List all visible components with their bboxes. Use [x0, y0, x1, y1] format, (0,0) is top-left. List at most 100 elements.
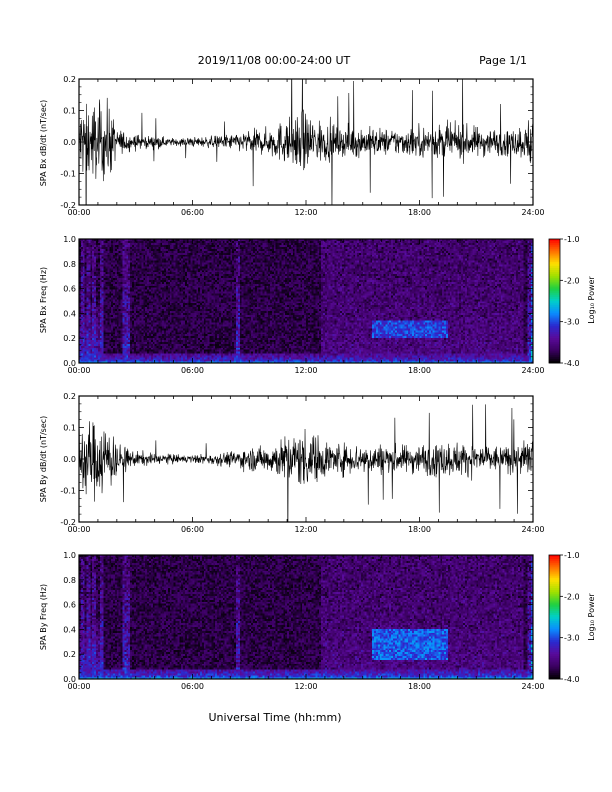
heatmap-cell — [96, 324, 98, 326]
heatmap-cell — [124, 255, 126, 257]
heatmap-cell — [128, 243, 130, 245]
heatmap-cell — [115, 282, 117, 284]
heatmap-cell — [206, 282, 208, 284]
heatmap-cell — [140, 280, 142, 282]
heatmap-cell — [162, 307, 164, 309]
heatmap-cell — [134, 317, 136, 319]
heatmap-cell — [219, 286, 221, 288]
heatmap-cell — [210, 247, 212, 249]
heatmap-cell — [123, 303, 125, 305]
heatmap-cell — [166, 328, 168, 330]
heatmap-cell — [143, 303, 145, 305]
heatmap-cell — [157, 264, 159, 266]
heatmap-cell — [166, 264, 168, 266]
heatmap-cell — [105, 287, 107, 289]
heatmap-cell — [217, 293, 219, 295]
heatmap-cell — [210, 286, 212, 288]
heatmap-cell — [213, 340, 215, 342]
heatmap-cell — [147, 359, 149, 361]
heatmap-cell — [200, 291, 202, 293]
heatmap-cell — [206, 287, 208, 289]
heatmap-cell — [215, 268, 217, 270]
heatmap-cell — [81, 255, 83, 257]
heatmap-cell — [177, 268, 179, 270]
heatmap-cell — [140, 359, 142, 361]
heatmap-cell — [145, 353, 147, 355]
heatmap-cell — [136, 334, 138, 336]
heatmap-cell — [145, 295, 147, 297]
heatmap-cell — [88, 317, 90, 319]
heatmap-cell — [202, 344, 204, 346]
heatmap-cell — [215, 276, 217, 278]
heatmap-cell — [198, 284, 200, 286]
heatmap-cell — [172, 247, 174, 249]
heatmap-cell — [183, 338, 185, 340]
heatmap-cell — [211, 351, 213, 353]
heatmap-cell — [198, 299, 200, 301]
heatmap-cell — [102, 258, 104, 260]
heatmap-cell — [90, 340, 92, 342]
heatmap-cell — [217, 241, 219, 243]
heatmap-cell — [143, 351, 145, 353]
heatmap-cell — [151, 336, 153, 338]
heatmap-cell — [100, 311, 102, 313]
heatmap-cell — [181, 241, 183, 243]
heatmap-cell — [111, 320, 113, 322]
heatmap-cell — [191, 266, 193, 268]
heatmap-cell — [177, 344, 179, 346]
heatmap-cell — [213, 247, 215, 249]
heatmap-cell — [102, 256, 104, 258]
heatmap-cell — [198, 342, 200, 344]
heatmap-cell — [147, 349, 149, 351]
heatmap-cell — [107, 297, 109, 299]
heatmap-cell — [126, 286, 128, 288]
heatmap-cell — [170, 256, 172, 258]
heatmap-cell — [187, 280, 189, 282]
heatmap-cell — [168, 342, 170, 344]
heatmap-cell — [170, 251, 172, 253]
heatmap-cell — [221, 274, 223, 276]
heatmap-cell — [143, 359, 145, 361]
heatmap-cell — [138, 256, 140, 258]
heatmap-cell — [136, 268, 138, 270]
heatmap-cell — [170, 305, 172, 307]
heatmap-cell — [177, 355, 179, 357]
heatmap-cell — [147, 256, 149, 258]
heatmap-cell — [88, 274, 90, 276]
heatmap-cell — [121, 322, 123, 324]
heatmap-cell — [134, 282, 136, 284]
heatmap-cell — [157, 291, 159, 293]
heatmap-cell — [90, 247, 92, 249]
heatmap-cell — [158, 247, 160, 249]
heatmap-cell — [183, 317, 185, 319]
heatmap-cell — [223, 313, 225, 315]
heatmap-cell — [202, 249, 204, 251]
heatmap-cell — [162, 320, 164, 322]
heatmap-cell — [157, 305, 159, 307]
heatmap-cell — [194, 256, 196, 258]
heatmap-cell — [136, 353, 138, 355]
heatmap-cell — [215, 301, 217, 303]
heatmap-cell — [104, 320, 106, 322]
heatmap-cell — [128, 299, 130, 301]
heatmap-cell — [168, 315, 170, 317]
heatmap-cell — [128, 245, 130, 247]
heatmap-cell — [215, 351, 217, 353]
heatmap-cell — [151, 268, 153, 270]
heatmap-cell — [174, 351, 176, 353]
heatmap-cell — [151, 315, 153, 317]
heatmap-cell — [111, 303, 113, 305]
heatmap-cell — [217, 344, 219, 346]
heatmap-cell — [183, 330, 185, 332]
heatmap-cell — [181, 342, 183, 344]
heatmap-cell — [119, 315, 121, 317]
heatmap-cell — [115, 264, 117, 266]
heatmap-cell — [155, 349, 157, 351]
heatmap-cell — [92, 322, 94, 324]
heatmap-cell — [141, 256, 143, 258]
heatmap-cell — [128, 291, 130, 293]
heatmap-cell — [104, 280, 106, 282]
heatmap-cell — [124, 322, 126, 324]
heatmap-cell — [217, 311, 219, 313]
heatmap-cell — [126, 311, 128, 313]
